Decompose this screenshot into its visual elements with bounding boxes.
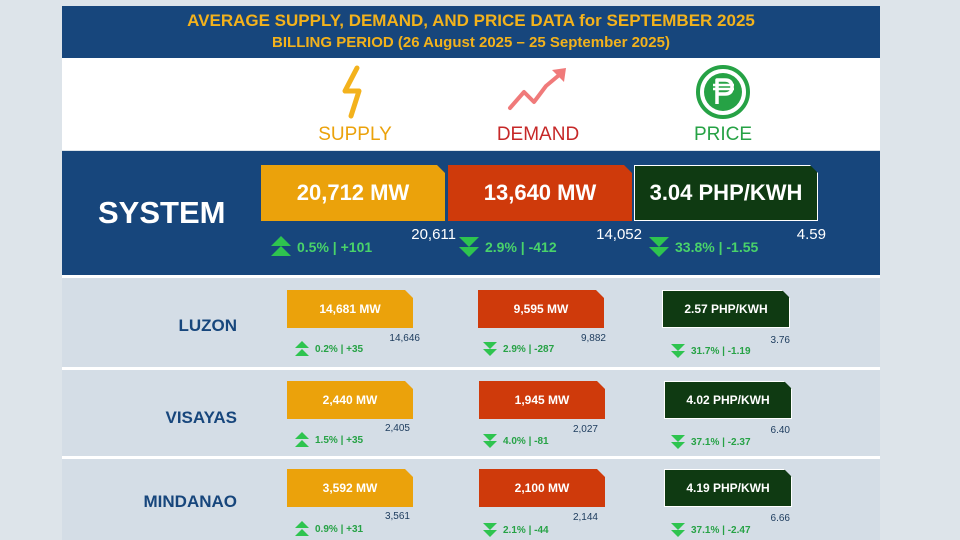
region-demand-previous: 9,882 — [580, 333, 606, 344]
region-supply-change-text: 1.5% | +35 — [315, 434, 364, 446]
region-demand-value-card: 1,945 MW — [479, 381, 605, 419]
region-price-change: 37.1% | -2.37 — [670, 433, 751, 451]
column-header-strip: SUPPLY DEMAND PRICE — [62, 58, 880, 150]
section-divider — [62, 456, 880, 459]
lightning-bolt-icon — [342, 65, 362, 119]
region-demand-previous: 2,144 — [572, 512, 598, 523]
header-banner: AVERAGE SUPPLY, DEMAND, AND PRICE DATA f… — [62, 6, 880, 58]
arrow-up-icon — [295, 341, 309, 356]
region-price-change: 31.7% | -1.19 — [670, 342, 751, 360]
page-title: AVERAGE SUPPLY, DEMAND, AND PRICE DATA f… — [187, 11, 755, 30]
system-demand-previous: 14,052 — [596, 226, 642, 243]
region-supply-change: 0.2% | +35 — [294, 340, 363, 358]
system-demand-change-text: 2.9% | -412 — [485, 239, 557, 255]
section-divider — [62, 275, 880, 278]
region-label: MINDANAO — [143, 492, 238, 511]
system-demand-change: 2.9% | -412 — [458, 235, 557, 259]
region-demand-change: 2.9% | -287 — [482, 340, 554, 358]
region-demand-previous: 2,027 — [572, 424, 598, 435]
system-supply-previous: 20,611 — [411, 226, 456, 243]
supply-column-header: SUPPLY — [300, 64, 410, 150]
region-demand-value-card: 9,595 MW — [478, 290, 604, 328]
region-demand-change: 2.1% | -44 — [482, 521, 549, 539]
trend-up-icon — [508, 68, 566, 110]
arrow-down-icon — [671, 523, 685, 537]
demand-column-header: DEMAND — [483, 64, 593, 150]
arrow-up-icon — [295, 521, 309, 536]
arrow-down-icon — [483, 523, 497, 537]
price-column-label: PRICE — [693, 124, 753, 145]
system-summary-section: SYSTEM 20,712 MW 13,640 MW 3.04 PHP/KWH … — [62, 151, 880, 275]
region-price-change-text: 37.1% | -2.47 — [691, 524, 751, 536]
region-row-visayas: VISAYAS 2,440 MW 1,945 MW 4.02 PHP/KWH 2… — [62, 370, 880, 456]
region-supply-previous: 3,561 — [384, 511, 410, 522]
region-supply-value-card: 3,592 MW — [287, 469, 413, 507]
region-label: VISAYAS — [165, 408, 237, 427]
peso-coin-icon — [696, 65, 750, 119]
region-supply-change-text: 0.9% | +31 — [315, 523, 364, 535]
region-supply-previous: 2,405 — [384, 423, 410, 434]
region-supply-previous: 14,646 — [389, 333, 420, 344]
system-supply-value-card: 20,712 MW — [261, 165, 445, 221]
region-row-luzon: LUZON 14,681 MW 9,595 MW 2.57 PHP/KWH 14… — [62, 278, 880, 367]
arrow-down-icon — [459, 237, 479, 257]
region-price-change: 37.1% | -2.47 — [670, 521, 751, 539]
region-price-value-card: 4.02 PHP/KWH — [664, 381, 792, 419]
region-price-value-card: 4.19 PHP/KWH — [664, 469, 792, 507]
region-supply-value-card: 14,681 MW — [287, 290, 413, 328]
region-supply-value-card: 2,440 MW — [287, 381, 413, 419]
system-price-change-text: 33.8% | -1.55 — [675, 239, 759, 255]
region-label: LUZON — [178, 316, 237, 335]
supply-column-label: SUPPLY — [318, 124, 392, 145]
region-supply-change-text: 0.2% | +35 — [315, 343, 364, 355]
region-price-previous: 3.76 — [770, 335, 790, 346]
system-price-value-card: 3.04 PHP/KWH — [634, 165, 818, 221]
system-supply-change-text: 0.5% | +101 — [297, 239, 373, 255]
region-row-mindanao: MINDANAO 3,592 MW 2,100 MW 4.19 PHP/KWH … — [62, 459, 880, 540]
infographic-panel: AVERAGE SUPPLY, DEMAND, AND PRICE DATA f… — [62, 6, 880, 540]
region-supply-change: 0.9% | +31 — [294, 520, 363, 538]
system-price-change: 33.8% | -1.55 — [648, 235, 758, 259]
region-price-change-text: 31.7% | -1.19 — [691, 345, 751, 357]
region-demand-change-text: 2.9% | -287 — [503, 343, 555, 355]
arrow-down-icon — [649, 237, 669, 257]
system-demand-value-card: 13,640 MW — [448, 165, 632, 221]
region-demand-value-card: 2,100 MW — [479, 469, 605, 507]
arrow-down-icon — [483, 434, 497, 448]
system-label: SYSTEM — [98, 195, 226, 230]
region-price-value-card: 2.57 PHP/KWH — [662, 290, 790, 328]
system-supply-change: 0.5% | +101 — [270, 235, 372, 259]
billing-period-subtitle: BILLING PERIOD (26 August 2025 – 25 Sept… — [272, 34, 670, 51]
price-column-header: PRICE — [668, 64, 778, 150]
arrow-down-icon — [483, 342, 497, 356]
region-demand-change-text: 4.0% | -81 — [503, 435, 549, 447]
region-price-previous: 6.66 — [770, 513, 790, 524]
section-divider — [62, 367, 880, 370]
arrow-down-icon — [671, 435, 685, 449]
arrow-up-icon — [271, 236, 291, 256]
region-price-change-text: 37.1% | -2.37 — [691, 436, 751, 448]
region-demand-change-text: 2.1% | -44 — [503, 524, 549, 536]
system-price-previous: 4.59 — [796, 226, 826, 243]
arrow-down-icon — [671, 344, 685, 358]
region-demand-change: 4.0% | -81 — [482, 432, 549, 450]
demand-column-label: DEMAND — [496, 124, 580, 145]
arrow-up-icon — [295, 432, 309, 447]
region-price-previous: 6.40 — [770, 425, 790, 436]
region-supply-change: 1.5% | +35 — [294, 431, 363, 449]
